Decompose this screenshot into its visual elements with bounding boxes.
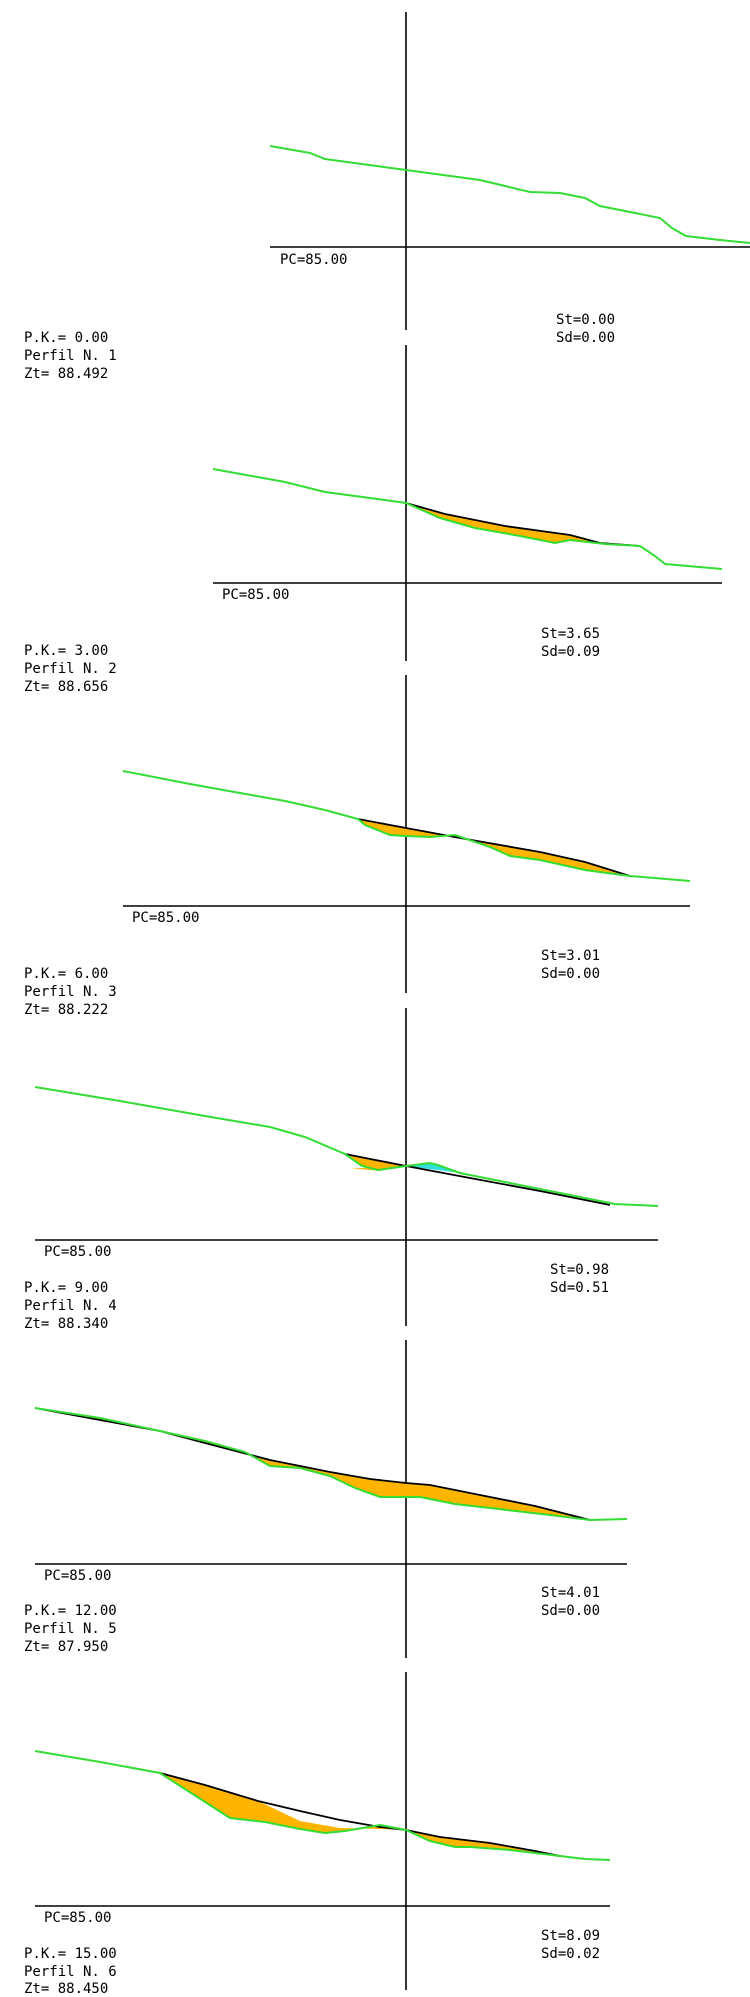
st-label: St=3.01 <box>541 948 600 964</box>
fill-area <box>406 1163 460 1173</box>
pk-label: P.K.= 12.00 <box>24 1603 117 1619</box>
datum-label: PC=85.00 <box>132 910 199 926</box>
design-line <box>159 1772 561 1857</box>
datum-label: PC=85.00 <box>44 1910 111 1926</box>
sd-label: Sd=0.09 <box>541 644 600 660</box>
sd-label: Sd=0.02 <box>541 1946 600 1962</box>
datum-label: PC=85.00 <box>44 1244 111 1260</box>
cut-area <box>345 1154 406 1170</box>
datum-label: PC=85.00 <box>44 1568 111 1584</box>
perfil-label: Perfil N. 6 <box>24 1964 117 1980</box>
datum-label: PC=85.00 <box>222 587 289 603</box>
terrain-line <box>122 770 691 882</box>
st-label: St=4.01 <box>541 1585 600 1601</box>
st-label: St=0.00 <box>556 312 615 328</box>
cut-area <box>35 1408 590 1520</box>
pk-label: P.K.= 0.00 <box>24 330 108 346</box>
terrain-line <box>212 468 723 570</box>
zt-label: Zt= 88.222 <box>24 1002 108 1018</box>
cross-section-profile-5: PC=85.00 St=4.01 Sd=0.00 P.K.= 12.00 Per… <box>24 1340 628 1658</box>
pk-label: P.K.= 9.00 <box>24 1280 108 1296</box>
cross-section-profile-3: PC=85.00 St=3.01 Sd=0.00 P.K.= 6.00 Perf… <box>24 675 691 1018</box>
zt-label: Zt= 87.950 <box>24 1639 108 1655</box>
datum-label: PC=85.00 <box>280 252 347 268</box>
sd-label: Sd=0.00 <box>556 330 615 346</box>
sd-label: Sd=0.00 <box>541 966 600 982</box>
perfil-label: Perfil N. 1 <box>24 348 117 364</box>
sd-label: Sd=0.51 <box>550 1280 609 1296</box>
sd-label: Sd=0.00 <box>541 1603 600 1619</box>
cross-section-profile-2: PC=85.00 St=3.65 Sd=0.09 P.K.= 3.00 Perf… <box>24 345 723 695</box>
cut-area <box>160 1773 560 1856</box>
cross-section-profile-4: PC=85.00 St=0.98 Sd=0.51 P.K.= 9.00 Perf… <box>24 1008 659 1332</box>
design-line <box>344 1153 611 1206</box>
design-line <box>357 818 631 877</box>
zt-label: Zt= 88.450 <box>24 1981 108 1997</box>
pk-label: P.K.= 3.00 <box>24 643 108 659</box>
zt-label: Zt= 88.656 <box>24 679 108 695</box>
cross-section-profile-6: PC=85.00 St=8.09 Sd=0.02 P.K.= 15.00 Per… <box>24 1672 611 1997</box>
pk-label: P.K.= 15.00 <box>24 1946 117 1962</box>
cross-section-profile-1: PC=85.00 St=0.00 Sd=0.00 P.K.= 0.00 Perf… <box>24 12 750 382</box>
st-label: St=3.65 <box>541 626 600 642</box>
terrain-line <box>269 145 750 244</box>
pk-label: P.K.= 6.00 <box>24 966 108 982</box>
cut-area <box>358 819 630 876</box>
st-label: St=8.09 <box>541 1928 600 1944</box>
terrain-line <box>34 1750 611 1861</box>
zt-label: Zt= 88.492 <box>24 366 108 382</box>
zt-label: Zt= 88.340 <box>24 1316 108 1332</box>
perfil-label: Perfil N. 2 <box>24 661 117 677</box>
terrain-line <box>34 1086 659 1207</box>
perfil-label: Perfil N. 5 <box>24 1621 117 1637</box>
perfil-label: Perfil N. 3 <box>24 984 117 1000</box>
terrain-line <box>34 1407 628 1522</box>
perfil-label: Perfil N. 4 <box>24 1298 117 1314</box>
st-label: St=0.98 <box>550 1262 609 1278</box>
